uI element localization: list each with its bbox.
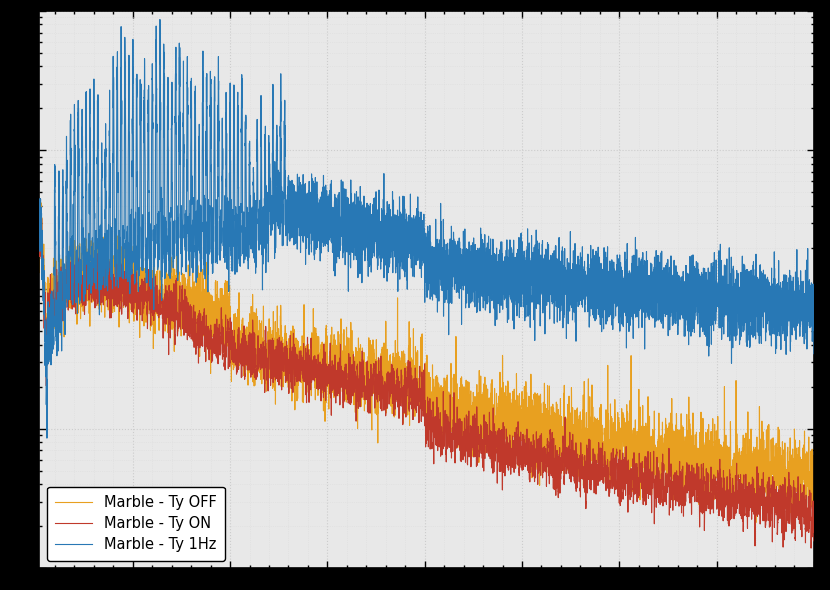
Line: Marble - Ty 1Hz: Marble - Ty 1Hz [39, 19, 814, 438]
Marble - Ty ON [650, 492, 660, 499]
Marble - Ty 1Hz [34, 247, 44, 254]
Marble - Ty ON [34, 245, 44, 252]
Marble - Ty ON [37, 215, 46, 222]
Marble - Ty OFF [493, 415, 503, 422]
Marble - Ty OFF [608, 439, 618, 446]
Marble - Ty OFF [526, 435, 536, 442]
Marble - Ty ON [493, 441, 503, 448]
Marble - Ty 1Hz [527, 274, 537, 281]
Marble - Ty OFF [808, 520, 818, 527]
Marble - Ty 1Hz [315, 196, 325, 203]
Marble - Ty 1Hz [650, 299, 660, 306]
Marble - Ty ON [315, 368, 325, 375]
Marble - Ty OFF [34, 269, 44, 276]
Marble - Ty ON [73, 275, 83, 282]
Marble - Ty OFF [73, 260, 83, 267]
Marble - Ty OFF [37, 199, 46, 206]
Marble - Ty ON [809, 537, 819, 545]
Marble - Ty ON [608, 465, 618, 472]
Marble - Ty ON [806, 545, 816, 552]
Legend: Marble - Ty OFF, Marble - Ty ON, Marble - Ty 1Hz: Marble - Ty OFF, Marble - Ty ON, Marble … [46, 487, 225, 560]
Marble - Ty OFF [650, 449, 660, 456]
Marble - Ty OFF [315, 350, 325, 357]
Line: Marble - Ty ON: Marble - Ty ON [39, 218, 814, 548]
Marble - Ty 1Hz [73, 136, 83, 143]
Marble - Ty 1Hz [42, 435, 52, 442]
Marble - Ty 1Hz [608, 258, 618, 266]
Marble - Ty 1Hz [155, 16, 165, 23]
Marble - Ty OFF [809, 469, 819, 476]
Line: Marble - Ty OFF: Marble - Ty OFF [39, 203, 814, 524]
Marble - Ty ON [526, 445, 536, 452]
Marble - Ty 1Hz [493, 267, 503, 274]
Marble - Ty 1Hz [809, 350, 819, 357]
